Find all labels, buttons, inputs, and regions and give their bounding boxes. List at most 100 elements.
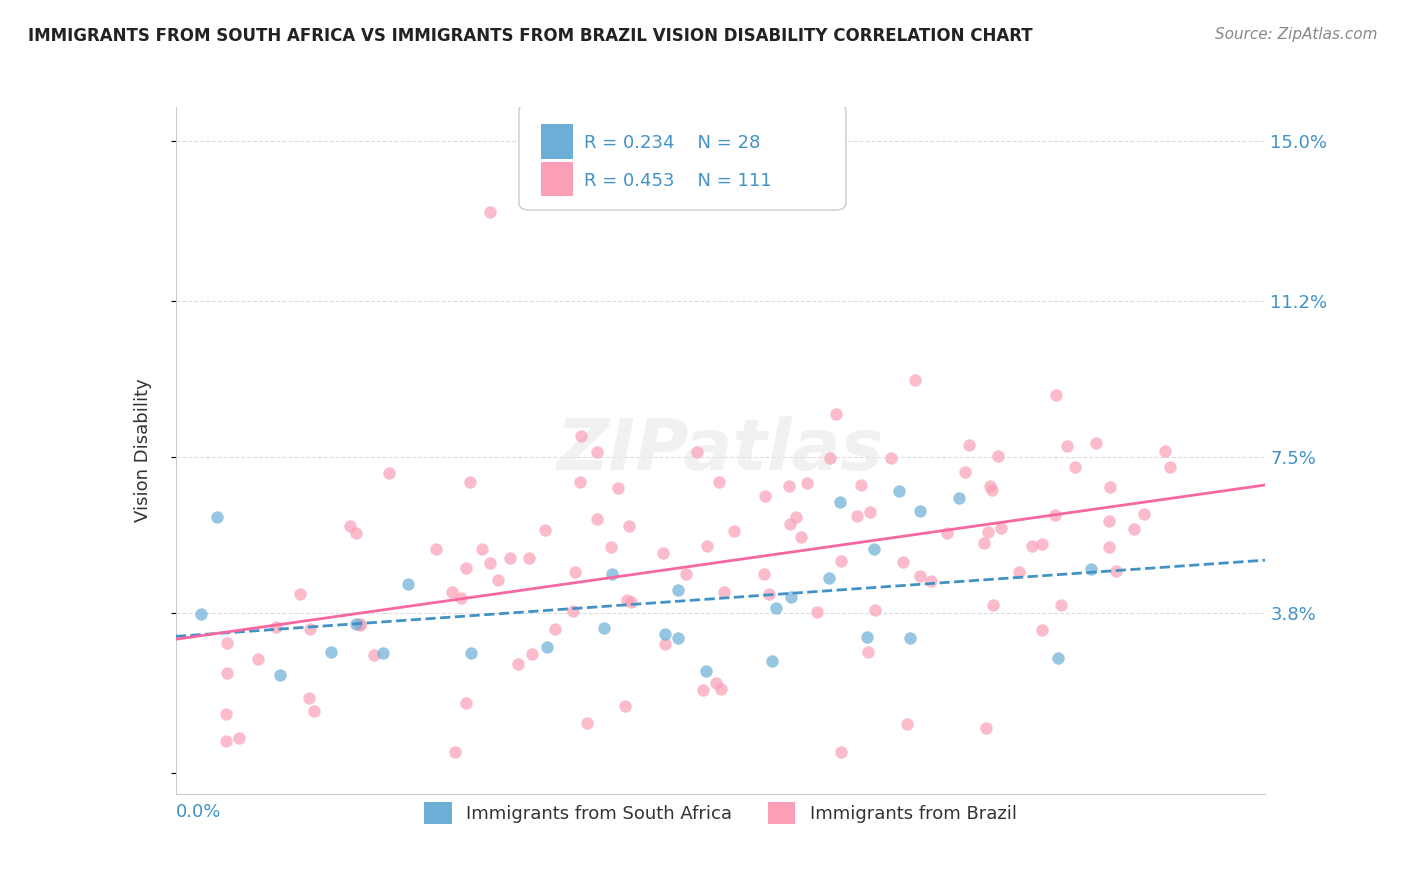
Legend: Immigrants from South Africa, Immigrants from Brazil: Immigrants from South Africa, Immigrants… — [415, 793, 1026, 833]
Point — [754, 489, 776, 503]
Point — [264, 619, 287, 633]
Point — [1056, 439, 1078, 453]
Text: IMMIGRANTS FROM SOUTH AFRICA VS IMMIGRANTS FROM BRAZIL VISION DISABILITY CORRELA: IMMIGRANTS FROM SOUTH AFRICA VS IMMIGRAN… — [28, 27, 1033, 45]
Point — [1045, 508, 1067, 523]
Point — [478, 205, 501, 219]
Point — [460, 646, 482, 660]
Point — [1046, 650, 1069, 665]
Point — [620, 595, 643, 609]
Point — [896, 717, 918, 731]
Point — [441, 585, 464, 599]
Point — [607, 482, 630, 496]
Point — [652, 546, 675, 560]
Point — [1045, 387, 1067, 401]
Point — [471, 542, 494, 557]
Point — [600, 566, 623, 581]
Y-axis label: Vision Disability: Vision Disability — [134, 378, 152, 523]
Point — [458, 475, 481, 489]
Point — [780, 590, 803, 604]
Point — [818, 451, 841, 466]
Point — [1031, 623, 1053, 637]
Point — [976, 524, 998, 539]
Point — [979, 479, 1001, 493]
Text: Source: ZipAtlas.com: Source: ZipAtlas.com — [1215, 27, 1378, 42]
Point — [304, 705, 326, 719]
Point — [904, 373, 927, 387]
Point — [520, 647, 543, 661]
Point — [319, 645, 342, 659]
Point — [517, 550, 540, 565]
Point — [785, 509, 807, 524]
Point — [593, 622, 616, 636]
Point — [879, 450, 901, 465]
Point — [349, 617, 371, 632]
Point — [444, 745, 467, 759]
Point — [228, 731, 250, 745]
Point — [973, 535, 995, 549]
Point — [987, 449, 1010, 463]
Point — [585, 512, 607, 526]
Point — [686, 445, 709, 459]
Point — [1050, 598, 1073, 612]
Point — [450, 591, 472, 606]
Point — [910, 569, 932, 583]
Point — [378, 467, 401, 481]
Point — [614, 699, 637, 714]
Point — [863, 541, 886, 556]
Point — [765, 600, 787, 615]
Point — [948, 491, 970, 505]
Point — [709, 475, 731, 489]
Point — [1098, 480, 1121, 494]
Point — [845, 508, 868, 523]
FancyBboxPatch shape — [519, 103, 846, 211]
Point — [456, 696, 478, 710]
Point — [1031, 537, 1053, 551]
Point — [363, 648, 385, 662]
Point — [1085, 435, 1108, 450]
Point — [953, 465, 976, 479]
Text: R = 0.234    N = 28: R = 0.234 N = 28 — [585, 134, 761, 152]
Point — [617, 519, 640, 533]
Point — [215, 706, 238, 721]
Point — [758, 587, 780, 601]
Point — [569, 475, 592, 489]
Point — [373, 646, 395, 660]
Point — [974, 721, 997, 735]
Point — [561, 604, 583, 618]
Point — [1098, 540, 1121, 554]
Point — [796, 475, 818, 490]
Point — [789, 530, 811, 544]
Text: R = 0.453    N = 111: R = 0.453 N = 111 — [585, 172, 772, 190]
Point — [586, 445, 609, 459]
Point — [575, 715, 598, 730]
Point — [600, 541, 623, 555]
Point — [269, 668, 291, 682]
Point — [1153, 443, 1175, 458]
Point — [898, 631, 921, 645]
Point — [710, 681, 733, 696]
Point — [828, 495, 851, 509]
Point — [830, 745, 852, 759]
Point — [498, 551, 520, 566]
Point — [723, 524, 745, 538]
Point — [830, 554, 852, 568]
Point — [704, 676, 727, 690]
Point — [818, 571, 841, 585]
Point — [569, 429, 592, 443]
Point — [479, 557, 502, 571]
FancyBboxPatch shape — [541, 162, 574, 196]
Point — [298, 622, 321, 636]
Point — [288, 587, 311, 601]
Point — [713, 585, 735, 599]
Point — [981, 598, 1004, 612]
Point — [349, 618, 371, 632]
Text: 0.0%: 0.0% — [176, 803, 221, 821]
Point — [666, 631, 689, 645]
Point — [1132, 508, 1154, 522]
Point — [205, 509, 228, 524]
Point — [893, 555, 915, 569]
Point — [654, 627, 676, 641]
Point — [190, 607, 212, 622]
Point — [778, 479, 800, 493]
Point — [675, 566, 697, 581]
